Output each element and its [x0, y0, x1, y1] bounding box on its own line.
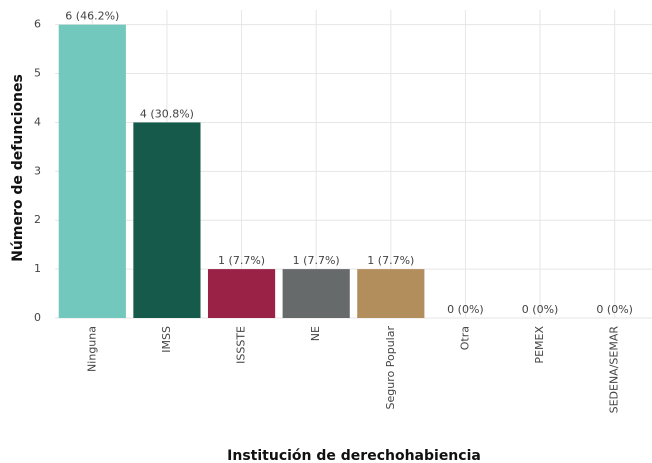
y-tick-label: 4 [34, 115, 41, 128]
value-label: 1 (7.7%) [218, 254, 265, 267]
x-tick-label: NE [309, 326, 322, 341]
bar [357, 269, 425, 318]
y-tick-label: 1 [34, 262, 41, 275]
value-label: 6 (46.2%) [65, 10, 119, 23]
x-tick-label: Ninguna [85, 326, 98, 372]
x-tick-label: Otra [458, 326, 471, 350]
x-tick-label: SEDENA/SEMAR [608, 326, 621, 414]
y-tick-label: 0 [34, 311, 41, 324]
value-label: 0 (0%) [596, 303, 633, 316]
x-tick-label: PEMEX [533, 326, 546, 364]
value-label: 4 (30.8%) [140, 107, 194, 120]
x-tick-label: Seguro Popular [384, 326, 397, 410]
value-label: 1 (7.7%) [367, 254, 414, 267]
bar [207, 269, 276, 318]
y-tick-label: 6 [34, 18, 41, 31]
x-axis-title: Institución de derechohabiencia [227, 448, 481, 463]
value-label: 0 (0%) [522, 303, 559, 316]
bar [58, 24, 126, 319]
y-tick-label: 2 [34, 213, 41, 226]
y-tick-label: 3 [34, 164, 41, 177]
y-tick-label: 5 [34, 67, 41, 80]
value-label: 1 (7.7%) [293, 254, 340, 267]
value-label: 0 (0%) [447, 303, 484, 316]
y-axis-title: Número de defunciones [10, 74, 26, 262]
bar [282, 269, 350, 318]
x-tick-label: ISSSTE [235, 326, 248, 364]
x-tick-label: IMSS [160, 326, 173, 353]
bar [133, 122, 201, 318]
